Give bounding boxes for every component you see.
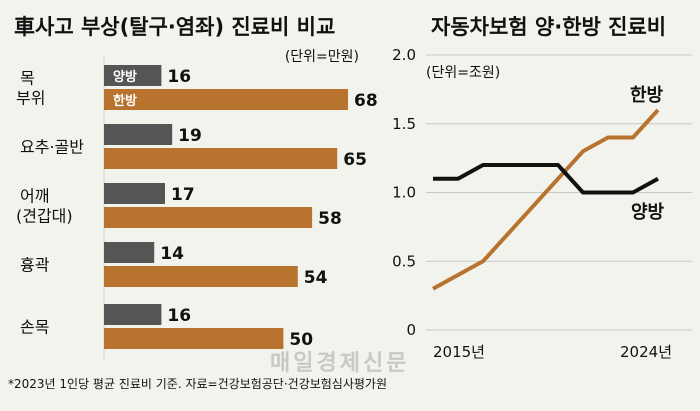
bar-chart-unit: (단위=만원) (285, 49, 359, 65)
y-tick-label: 0 (406, 321, 416, 339)
bar-value-label: 17 (171, 185, 195, 205)
bar-yangbang (104, 124, 173, 145)
bar-value-label: 54 (304, 268, 328, 288)
y-tick-label: 1.0 (392, 184, 416, 202)
y-tick-label: 0.5 (392, 252, 416, 270)
line-hanbang (432, 108, 660, 291)
line-chart: 자동차보험 양·한방 진료비 (단위=조원) 2.0 1.5 1.0 0.5 0 201… (392, 15, 692, 361)
line-y-ticks: 2.0 1.5 1.0 0.5 0 (392, 46, 416, 339)
bar-hanbang (104, 328, 284, 349)
series-label-hanbang: 한방 (630, 85, 664, 106)
watermark: 매일경제신문 (270, 351, 409, 376)
bar-hanbang (104, 207, 313, 228)
bar-series-label: 한방 (113, 93, 137, 109)
category-label: 어깨 (20, 187, 49, 206)
series-label-yangbang: 양방 (631, 202, 665, 223)
x-tick-end: 2024년 (620, 343, 672, 361)
bar-hanbang (104, 148, 338, 169)
y-tick-label: 2.0 (392, 46, 416, 64)
category-label: 부위 (16, 89, 45, 108)
x-tick-start: 2015년 (433, 343, 485, 361)
bar-value-label: 19 (178, 126, 202, 146)
bar-yangbang (104, 65, 162, 86)
bar-value-label: 50 (289, 330, 313, 350)
line-chart-title: 자동차보험 양·한방 진료비 (431, 15, 666, 39)
bar-chart-title: 車사고 부상(탈구·염좌) 진료비 비교 (14, 15, 335, 39)
bar-value-label: 68 (354, 91, 378, 111)
bar-hanbang (104, 266, 298, 287)
category-label: 흉곽 (20, 256, 50, 275)
bar-yangbang (104, 183, 165, 204)
category-label: 손목 (20, 318, 49, 337)
y-tick-label: 1.5 (392, 115, 416, 133)
bar-value-label: 16 (167, 306, 191, 326)
bar-value-label: 14 (160, 244, 184, 264)
bar-value-label: 58 (318, 209, 342, 229)
bar-chart: 車사고 부상(탈구·염좌) 진료비 비교 (단위=만원) 목부위 16 양방 68 한방… (14, 15, 378, 360)
footnote: *2023년 1인당 평균 진료비 기준. 자료=건강보험공단·건강보험심사평가… (8, 377, 387, 391)
bar-value-label: 16 (167, 67, 191, 87)
bar-value-label: 65 (343, 150, 367, 170)
bar-yangbang (104, 242, 155, 263)
line-series (432, 108, 660, 291)
bar-series-label: 양방 (113, 69, 137, 85)
line-yangbang (433, 163, 659, 195)
line-chart-unit: (단위=조원) (426, 65, 500, 81)
bar-yangbang (104, 304, 162, 325)
bar-hanbang (104, 89, 348, 110)
category-label: 요추·골반 (20, 138, 84, 157)
category-label: (견갑대) (16, 207, 73, 226)
category-label: 목 (20, 69, 35, 88)
